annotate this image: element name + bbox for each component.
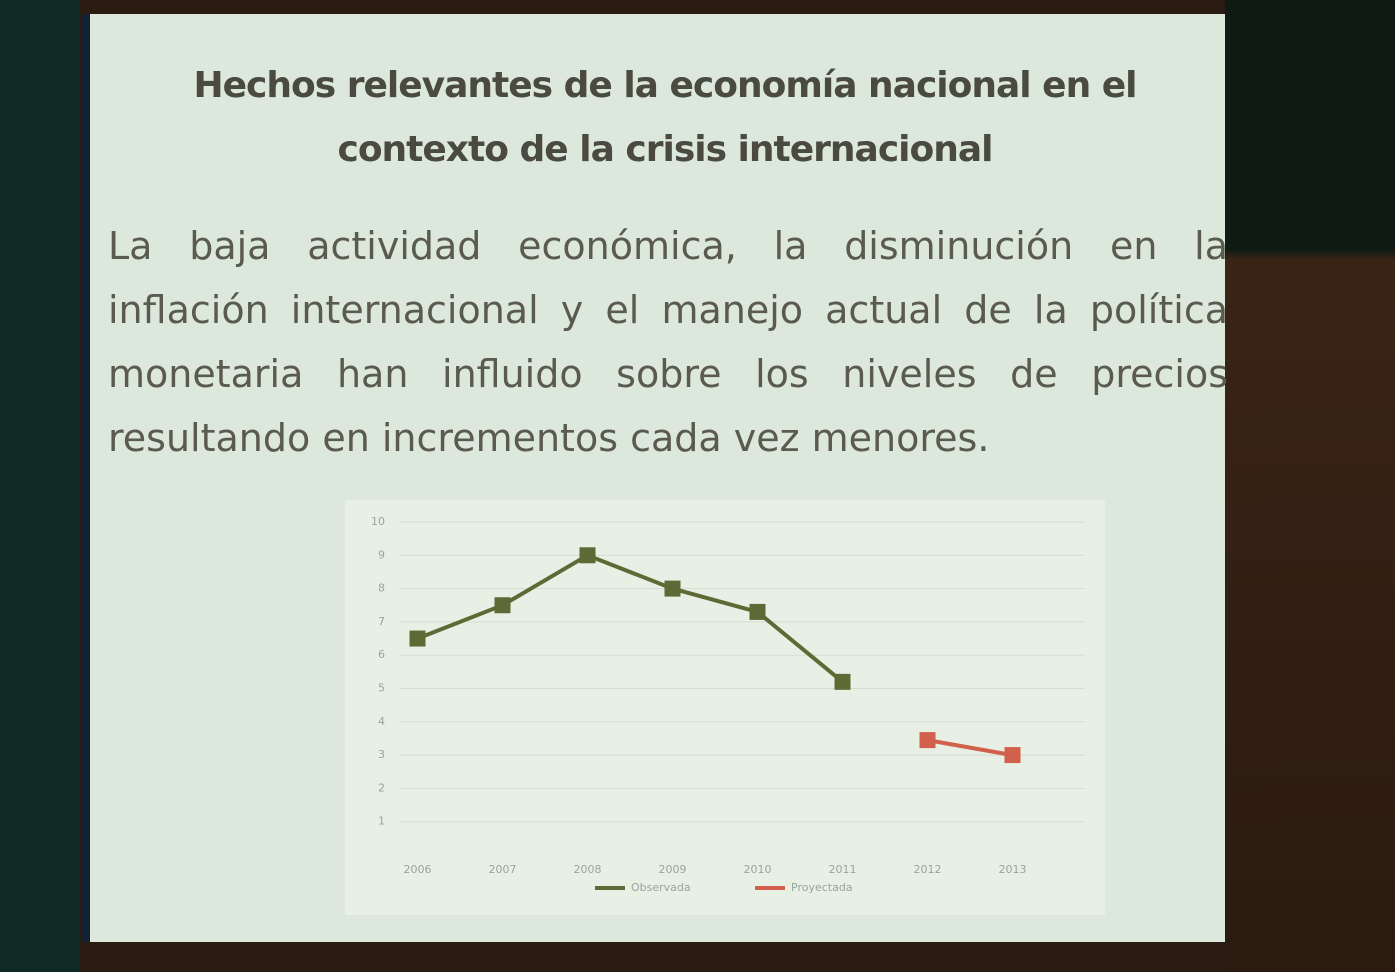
background: [0, 0, 80, 972]
data-point: [495, 597, 511, 613]
chart-background: [345, 500, 1105, 915]
y-tick-label: 5: [378, 682, 385, 695]
y-tick-label: 9: [378, 548, 385, 561]
data-point: [410, 631, 426, 647]
legend-label: Proyectada: [791, 881, 853, 894]
x-tick-label: 2007: [489, 863, 517, 876]
x-tick-label: 2012: [914, 863, 942, 876]
y-tick-label: 6: [378, 648, 385, 661]
y-tick-label: 1: [378, 815, 385, 828]
x-tick-label: 2013: [999, 863, 1027, 876]
x-tick-label: 2011: [829, 863, 857, 876]
y-tick-label: 3: [378, 748, 385, 761]
slide-title: Hechos relevantes de la economía naciona…: [150, 54, 1180, 182]
data-point: [1005, 747, 1021, 763]
chart: 1 2 3 4 5 6 7 8 9 10 2006 2007 2008 2009 2010 2011 2012 2…: [345, 500, 1105, 915]
x-tick-label: 2010: [744, 863, 772, 876]
x-tick-label: 2009: [659, 863, 687, 876]
y-tick-label: 4: [378, 715, 385, 728]
x-tick-label: 2008: [574, 863, 602, 876]
background: [1225, 0, 1395, 972]
y-tick-label: 8: [378, 582, 385, 595]
y-tick-label: 7: [378, 615, 385, 628]
data-point: [835, 674, 851, 690]
x-tick-label: 2006: [404, 863, 432, 876]
y-tick-label: 10: [371, 515, 385, 528]
data-point: [665, 581, 681, 597]
data-point: [920, 732, 936, 748]
data-point: [580, 547, 596, 563]
page: Hechos relevantes de la economía naciona…: [0, 0, 1395, 972]
slide-body: La baja actividad económica, la disminuc…: [108, 214, 1228, 470]
legend-label: Observada: [631, 881, 691, 894]
y-tick-label: 2: [378, 781, 385, 794]
data-point: [750, 604, 766, 620]
